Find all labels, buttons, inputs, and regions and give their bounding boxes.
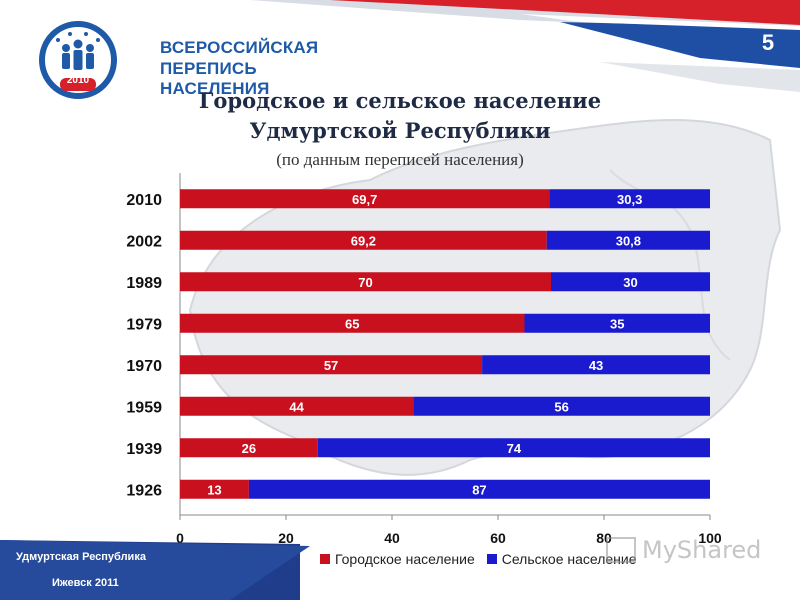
bar-urban-1959 [180, 396, 414, 416]
data-label-urban-1959: 44 [289, 399, 304, 414]
data-label-urban-1970: 57 [324, 358, 338, 373]
footer-band [0, 540, 310, 600]
x-tick-label-0: 0 [176, 530, 184, 546]
data-label-rural-2010: 30,3 [617, 192, 642, 207]
bar-rural-2010 [549, 189, 710, 209]
bar-urban-1926 [180, 479, 249, 499]
legend-label-urban: Городское население [335, 551, 475, 567]
data-label-rural-1970: 43 [589, 358, 603, 373]
category-label-1926: 1926 [126, 482, 162, 499]
bar-rural-1926 [248, 479, 710, 499]
bar-urban-1939 [180, 438, 318, 458]
category-label-1979: 1979 [126, 316, 162, 333]
category-label-2010: 2010 [126, 192, 162, 209]
data-label-urban-1979: 65 [345, 316, 359, 331]
census-emblem-icon [39, 21, 117, 99]
logo-line2: ПЕРЕПИСЬ НАСЕЛЕНИЯ [160, 59, 270, 98]
logo-year: 2010 [66, 75, 90, 86]
category-label-2002: 2002 [126, 233, 162, 250]
data-label-rural-1939: 74 [507, 441, 522, 456]
data-label-urban-1989: 70 [358, 275, 372, 290]
chart-title-line1: Городское и сельское население [198, 88, 602, 113]
header-flag-stripes [250, 0, 800, 92]
bar-rural-1989 [551, 272, 710, 292]
legend-swatch-urban [320, 554, 330, 564]
category-label-1989: 1989 [126, 275, 162, 292]
logo-line1: ВСЕРОССИЙСКАЯ [160, 38, 319, 57]
x-tick-label-60: 60 [490, 530, 506, 546]
watermark-text: MyShared [642, 536, 762, 564]
russia-map-background [188, 119, 782, 476]
footer-region: Удмуртская Республика [16, 551, 146, 563]
x-tick-label-20: 20 [278, 530, 294, 546]
legend-swatch-rural [486, 554, 497, 564]
bar-rural-1939 [317, 438, 710, 458]
legend-item-urban: Городское население [320, 551, 475, 567]
data-label-rural-1989: 30 [623, 275, 637, 290]
x-tick-label-100: 100 [698, 530, 722, 546]
watermark: MyShared [606, 536, 761, 564]
category-label-1959: 1959 [126, 399, 162, 416]
data-label-urban-2010: 69,7 [352, 192, 377, 207]
chart-subtitle: (по данным переписей населения) [276, 150, 524, 169]
data-label-urban-2002: 69,2 [351, 233, 376, 248]
census-logo: 2010 ВСЕРОССИЙСКАЯ ПЕРЕПИСЬ НАСЕЛЕНИЯ [36, 18, 336, 104]
x-tick-label-40: 40 [384, 530, 400, 546]
data-label-urban-1926: 13 [207, 482, 221, 497]
bar-urban-2010 [180, 189, 550, 209]
category-label-1939: 1939 [126, 441, 162, 458]
legend-item-rural: Сельское население [486, 551, 637, 567]
footer-city-year: Ижевск 2011 [52, 577, 119, 589]
chart-legend: Городское население Сельское население [320, 551, 649, 567]
data-label-rural-1926: 87 [472, 482, 486, 497]
bar-rural-1970 [482, 355, 710, 375]
data-label-rural-1959: 56 [554, 399, 568, 414]
bar-urban-1979 [180, 313, 525, 333]
slide-number: 5 [761, 30, 775, 55]
category-label-1970: 1970 [126, 358, 162, 375]
bar-rural-2002 [546, 230, 710, 250]
bar-urban-1989 [180, 272, 551, 292]
bar-rural-1979 [524, 313, 710, 333]
x-tick-label-80: 80 [596, 530, 612, 546]
bar-urban-1970 [180, 355, 483, 375]
bar-rural-1959 [413, 396, 710, 416]
bar-urban-2002 [180, 230, 547, 250]
chart-title-line2: Удмуртской Республики [249, 118, 551, 143]
watermark-icon [606, 537, 636, 563]
legend-label-rural: Сельское население [501, 551, 637, 567]
data-label-rural-1979: 35 [610, 316, 624, 331]
data-label-urban-1939: 26 [242, 441, 256, 456]
data-label-rural-2002: 30,8 [616, 233, 641, 248]
